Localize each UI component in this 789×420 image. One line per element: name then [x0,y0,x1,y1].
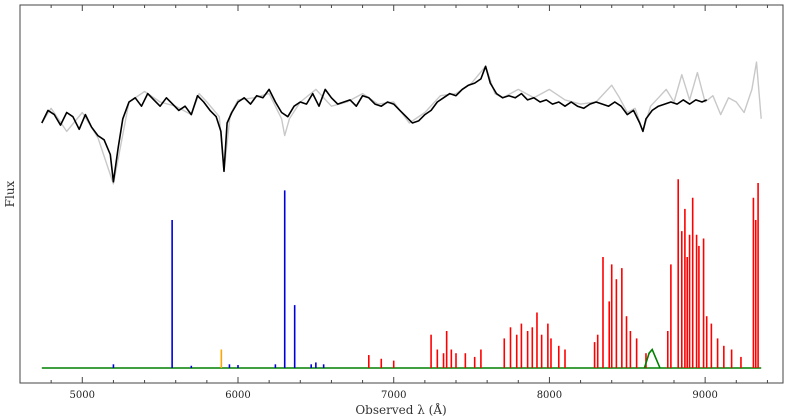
sky-green-bump [643,347,661,369]
x-tick-label: 6000 [225,390,250,401]
x-axis-ticks: 5000 6000 7000 8000 9000 [50,5,768,401]
observed-series [41,61,762,185]
y-axis-label: Flux [3,180,17,207]
x-axis-label: Observed λ (Å) [355,402,446,417]
observed-line [41,61,762,185]
sky-spectrum [41,179,762,369]
x-tick-label: 9000 [692,390,717,401]
x-tick-label: 8000 [537,390,562,401]
model-series [41,65,708,183]
model-line [41,65,708,183]
x-tick-label: 5000 [70,390,95,401]
plot-frame [19,4,784,384]
x-tick-label: 7000 [381,390,406,401]
